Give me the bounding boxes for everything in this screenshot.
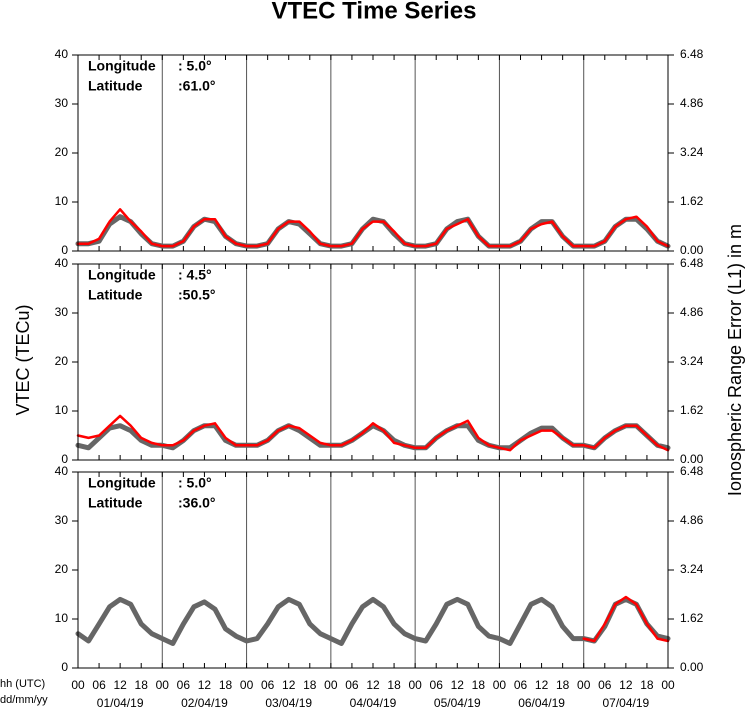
x-tick-label: 06	[598, 678, 612, 692]
x-tick-label: 00	[156, 678, 170, 692]
y2-tick-label: 3.24	[680, 562, 704, 576]
x-tick-label: 18	[640, 678, 654, 692]
annotation-value: :61.0°	[178, 78, 216, 94]
x-tick-label: 12	[198, 678, 212, 692]
x-tick-label: 06	[345, 678, 359, 692]
y2-tick-label: 0.00	[680, 452, 704, 466]
x-tick-label: 18	[303, 678, 317, 692]
x-tick-label: 00	[71, 678, 85, 692]
annotation-value: :36.0°	[178, 495, 216, 511]
x-axis-label: hh (UTC)	[0, 678, 45, 690]
y2-tick-label: 1.62	[680, 194, 704, 208]
x-tick-label: 18	[135, 678, 149, 692]
date-label: 02/04/19	[181, 696, 228, 710]
y2-tick-label: 0.00	[680, 660, 704, 674]
x-tick-label: 12	[113, 678, 127, 692]
y2-tick-label: 3.24	[680, 354, 704, 368]
series-line	[75, 596, 671, 646]
y2-tick-label: 4.86	[680, 96, 704, 110]
x-tick-label: 00	[240, 678, 254, 692]
y-tick-label: 10	[55, 403, 69, 417]
y-tick-label: 40	[55, 47, 69, 61]
annotation-value: : 5.0°	[178, 475, 212, 491]
panel-frame	[77, 54, 669, 252]
x-tick-label: 00	[493, 678, 507, 692]
x-tick-label: 18	[387, 678, 401, 692]
y2-tick-label: 1.62	[680, 611, 704, 625]
y2-tick-label: 6.48	[680, 47, 704, 61]
x-tick-label: 06	[514, 678, 528, 692]
x-tick-label: 12	[451, 678, 465, 692]
annotation-label: Latitude	[88, 495, 143, 511]
annotation-label: Longitude	[88, 475, 156, 491]
y2-tick-label: 6.48	[680, 464, 704, 478]
annotation-label: Longitude	[88, 267, 156, 283]
x-tick-label: 18	[556, 678, 570, 692]
y2-tick-label: 0.00	[680, 243, 704, 257]
date-label: 06/04/19	[518, 696, 565, 710]
x-tick-label: 06	[261, 678, 275, 692]
y-tick-label: 30	[55, 305, 69, 319]
x-tick-label: 06	[177, 678, 191, 692]
annotation-label: Longitude	[88, 58, 156, 74]
x-tick-label: 06	[430, 678, 444, 692]
panel-frame	[77, 263, 669, 461]
x-tick-label: 18	[472, 678, 486, 692]
y2-tick-label: 1.62	[680, 403, 704, 417]
y2-tick-label: 4.86	[680, 513, 704, 527]
x-tick-label: 00	[408, 678, 422, 692]
y-tick-label: 20	[55, 562, 69, 576]
x-tick-label: 12	[282, 678, 296, 692]
x-tick-label: 18	[219, 678, 233, 692]
date-label: 05/04/19	[434, 696, 481, 710]
y-tick-label: 0	[61, 660, 68, 674]
x-tick-label: 12	[535, 678, 549, 692]
x-tick-label: 06	[92, 678, 106, 692]
chart-title: VTEC Time Series	[272, 0, 477, 24]
x-tick-label: 00	[661, 678, 675, 692]
y-tick-label: 0	[61, 452, 68, 466]
y-tick-label: 30	[55, 513, 69, 527]
annotation-value: :50.5°	[178, 287, 216, 303]
date-label: 03/04/19	[265, 696, 312, 710]
annotation-label: Latitude	[88, 287, 143, 303]
y-tick-label: 40	[55, 256, 69, 270]
y-tick-label: 10	[55, 611, 69, 625]
date-label: 01/04/19	[97, 696, 144, 710]
series-line	[76, 208, 670, 248]
y-tick-label: 20	[55, 145, 69, 159]
x-tick-label: 12	[619, 678, 633, 692]
y-tick-label: 40	[55, 464, 69, 478]
series-line	[582, 595, 670, 643]
y2-axis-label: Ionospheric Range Error (L1) in m	[725, 224, 745, 496]
date-label: 07/04/19	[602, 696, 649, 710]
series-line	[76, 414, 670, 452]
panel-frame	[77, 471, 669, 669]
x-tick-label: 12	[366, 678, 380, 692]
y-axis-label: VTEC (TECu)	[13, 304, 33, 415]
x-axis-label-date: dd/mm/yy	[0, 694, 48, 706]
y2-tick-label: 6.48	[680, 256, 704, 270]
annotation-value: : 5.0°	[178, 58, 212, 74]
annotation-label: Latitude	[88, 78, 143, 94]
x-tick-label: 00	[577, 678, 591, 692]
y-tick-label: 30	[55, 96, 69, 110]
x-tick-label: 00	[324, 678, 338, 692]
date-label: 04/04/19	[350, 696, 397, 710]
y2-tick-label: 4.86	[680, 305, 704, 319]
y-tick-label: 20	[55, 354, 69, 368]
annotation-value: : 4.5°	[178, 267, 212, 283]
y2-tick-label: 3.24	[680, 145, 704, 159]
y-tick-label: 0	[61, 243, 68, 257]
y-tick-label: 10	[55, 194, 69, 208]
